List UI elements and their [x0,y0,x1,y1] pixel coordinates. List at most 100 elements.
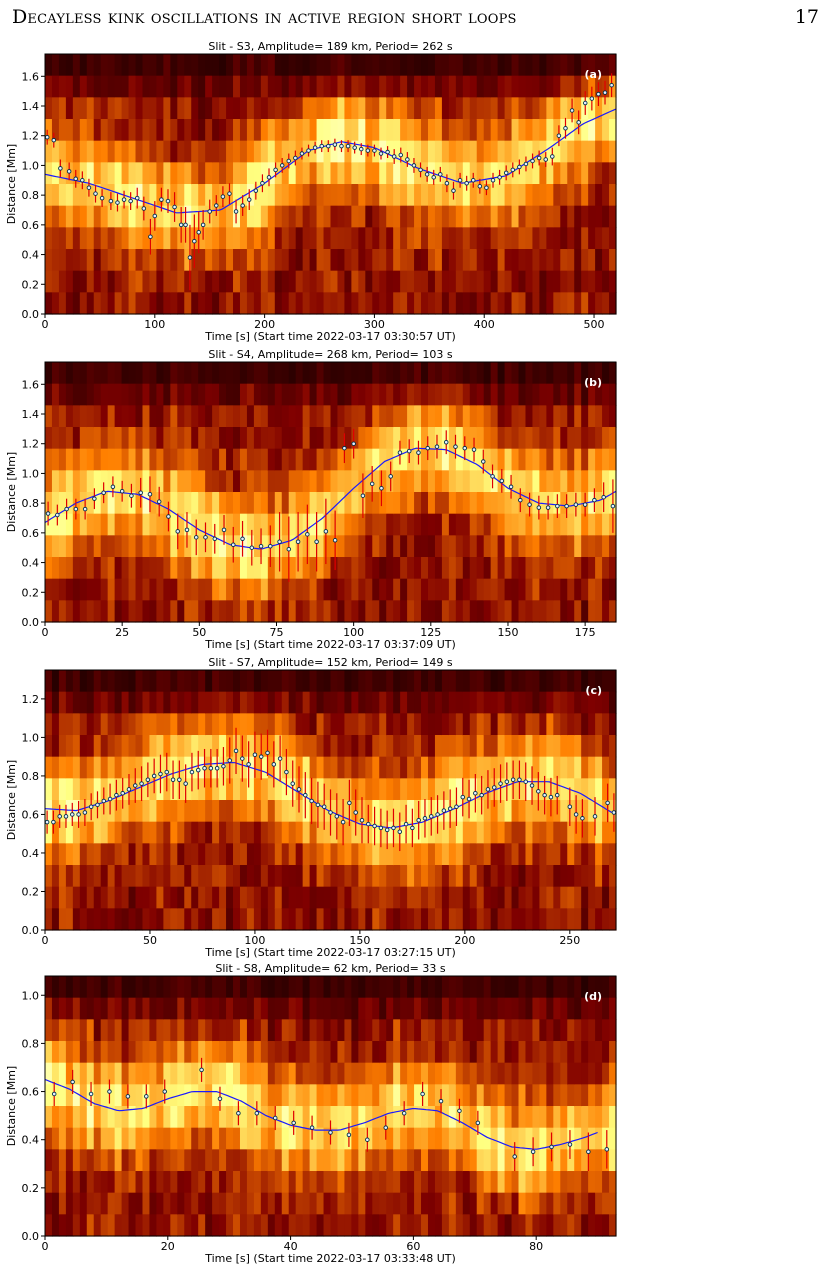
image-cell [393,249,401,272]
image-cell [177,162,185,185]
image-cell [574,800,582,823]
image-cell [462,427,471,450]
image-cell [233,292,241,315]
image-cell [107,205,116,228]
image-cell [560,427,568,450]
image-cell [253,821,262,844]
image-cell [379,1149,387,1172]
image-cell [239,600,248,623]
axes-frame [44,975,617,1237]
data-point [187,255,193,260]
image-cell [469,1171,478,1194]
image-cell [51,843,60,866]
image-cell [163,75,171,98]
image-cell [581,54,589,77]
data-point [156,499,162,504]
data-point [424,172,430,177]
image-cell [58,535,67,558]
image-cell [219,75,227,98]
image-cell [504,778,513,801]
data-point [523,161,529,167]
image-cell [581,362,589,385]
image-cell [372,756,380,779]
image-cell [441,843,450,866]
image-cell [455,249,464,272]
image-cell [344,383,352,406]
image-cell [191,1106,199,1129]
image-cell [434,976,443,999]
image-cell [170,886,178,909]
image-cell [414,75,422,98]
image-cell [239,1019,248,1042]
image-cell [602,1106,610,1129]
image-cell [588,270,596,293]
image-cell [469,1127,478,1150]
image-cell [233,886,241,909]
image-cell [532,249,540,272]
image-cell [184,1171,192,1194]
image-cell [532,292,540,315]
image-cell [86,1214,95,1237]
image-cell [212,1214,220,1237]
image-cell [142,383,151,406]
image-cell [100,1214,109,1237]
image-cell [58,800,67,823]
image-cell [219,997,227,1020]
data-point [252,752,258,757]
image-cell [212,119,220,142]
image-cell [58,1127,67,1150]
image-cell [344,865,352,888]
image-cell [344,691,352,714]
image-cell [149,1192,158,1215]
image-cell [107,756,116,779]
image-cell [483,383,492,406]
data-point [286,546,292,552]
image-cell [58,1149,67,1172]
image-cell [45,140,53,163]
image-cell [344,578,352,601]
image-cell [588,1106,596,1129]
y-tick-label: 1.0 [22,467,40,480]
y-axis-label: Distance [Mm] [5,1066,18,1146]
image-cell [497,1106,506,1129]
image-cell [274,691,283,714]
image-cell [295,140,304,163]
image-cell [372,492,380,515]
image-cell [421,470,429,493]
image-cell [567,843,575,866]
image-cell [323,205,332,228]
image-cell [358,492,366,515]
data-point [88,1091,94,1097]
image-cell [205,1214,213,1237]
image-cell [212,670,220,693]
image-cell [414,227,422,250]
image-cell [274,557,283,580]
image-cell [184,800,192,823]
image-cell [198,470,206,493]
image-cell [393,800,401,823]
data-point [481,459,486,464]
image-cell [128,1171,137,1194]
image-cell [448,362,457,385]
image-cell [379,54,387,77]
image-cell [281,227,290,250]
image-cell [497,1084,506,1107]
image-cell [135,1171,144,1194]
image-cell [295,976,304,999]
image-cell [588,162,596,185]
image-cell [379,557,387,580]
image-cell [365,119,373,142]
image-cell [149,908,158,931]
image-cell [448,1192,457,1215]
image-cell [100,292,109,315]
image-cell [560,1041,568,1064]
image-cell [323,1019,332,1042]
image-cell [184,383,192,406]
image-cell [295,383,304,406]
image-cell [330,75,339,98]
image-cell [177,691,185,714]
image-cell [421,227,429,250]
image-cell [574,119,582,142]
image-cell [107,1127,116,1150]
image-cell [253,405,262,428]
